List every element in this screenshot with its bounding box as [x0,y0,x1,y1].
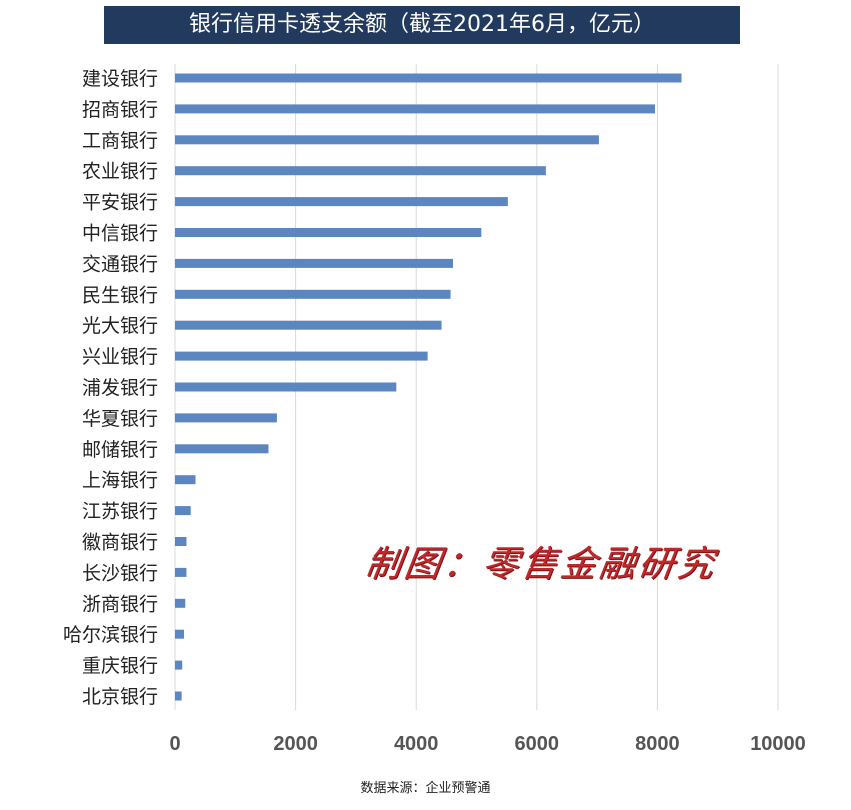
category-label: 光大银行 [82,315,158,337]
title-bar: 银行信用卡透支余额（截至2021年6月，亿元） [104,6,740,44]
bar [175,228,482,237]
category-label: 平安银行 [82,192,158,214]
category-label: 交通银行 [82,253,158,275]
bar [175,475,196,485]
category-label: 民生银行 [82,284,158,306]
category-label: 中信银行 [82,223,158,245]
bar [175,258,453,268]
category-label: 建设银行 [82,68,158,90]
x-tick-label: 4000 [394,733,439,755]
x-tick-label: 0 [169,733,180,755]
category-label: 华夏银行 [82,408,158,430]
bar [175,506,191,516]
bar [175,166,546,176]
category-label: 重庆银行 [82,655,158,677]
bar [175,382,397,392]
category-label: 徽商银行 [82,532,158,554]
bar [175,598,186,608]
bar [175,444,269,454]
category-label: 长沙银行 [82,562,158,584]
watermark-text: 制图：零售金融研究 [362,544,720,585]
category-label: 哈尔滨银行 [63,624,158,646]
x-tick-label: 8000 [635,733,680,755]
bar [175,197,508,207]
bar [175,320,442,330]
bar [175,351,428,361]
x-tick-label: 6000 [515,733,560,755]
category-label: 工商银行 [82,130,158,152]
category-label: 北京银行 [82,686,158,708]
bar [175,567,187,577]
category-label: 上海银行 [82,470,158,492]
chart-title: 银行信用卡透支余额（截至2021年6月，亿元） [189,12,655,37]
bar [175,691,182,701]
bar [175,135,599,145]
bar [175,660,183,670]
category-label: 浙商银行 [82,593,158,615]
bar [175,289,451,299]
x-tick-label: 10000 [750,733,806,755]
category-label: 浦发银行 [82,377,158,399]
bar [175,537,187,546]
bar-chart: 建设银行招商银行工商银行农业银行平安银行中信银行交通银行民生银行光大银行兴业银行… [63,64,806,755]
bar [175,104,655,114]
category-label: 招商银行 [82,99,158,121]
source-note: 数据来源：企业预警通 [360,781,491,796]
category-label: 农业银行 [82,161,158,183]
x-tick-label: 2000 [273,733,318,755]
category-label: 邮储银行 [82,439,158,461]
bar [175,629,185,639]
bar [175,73,682,83]
category-label: 兴业银行 [82,346,158,368]
category-label: 江苏银行 [82,501,158,523]
bar [175,413,277,423]
